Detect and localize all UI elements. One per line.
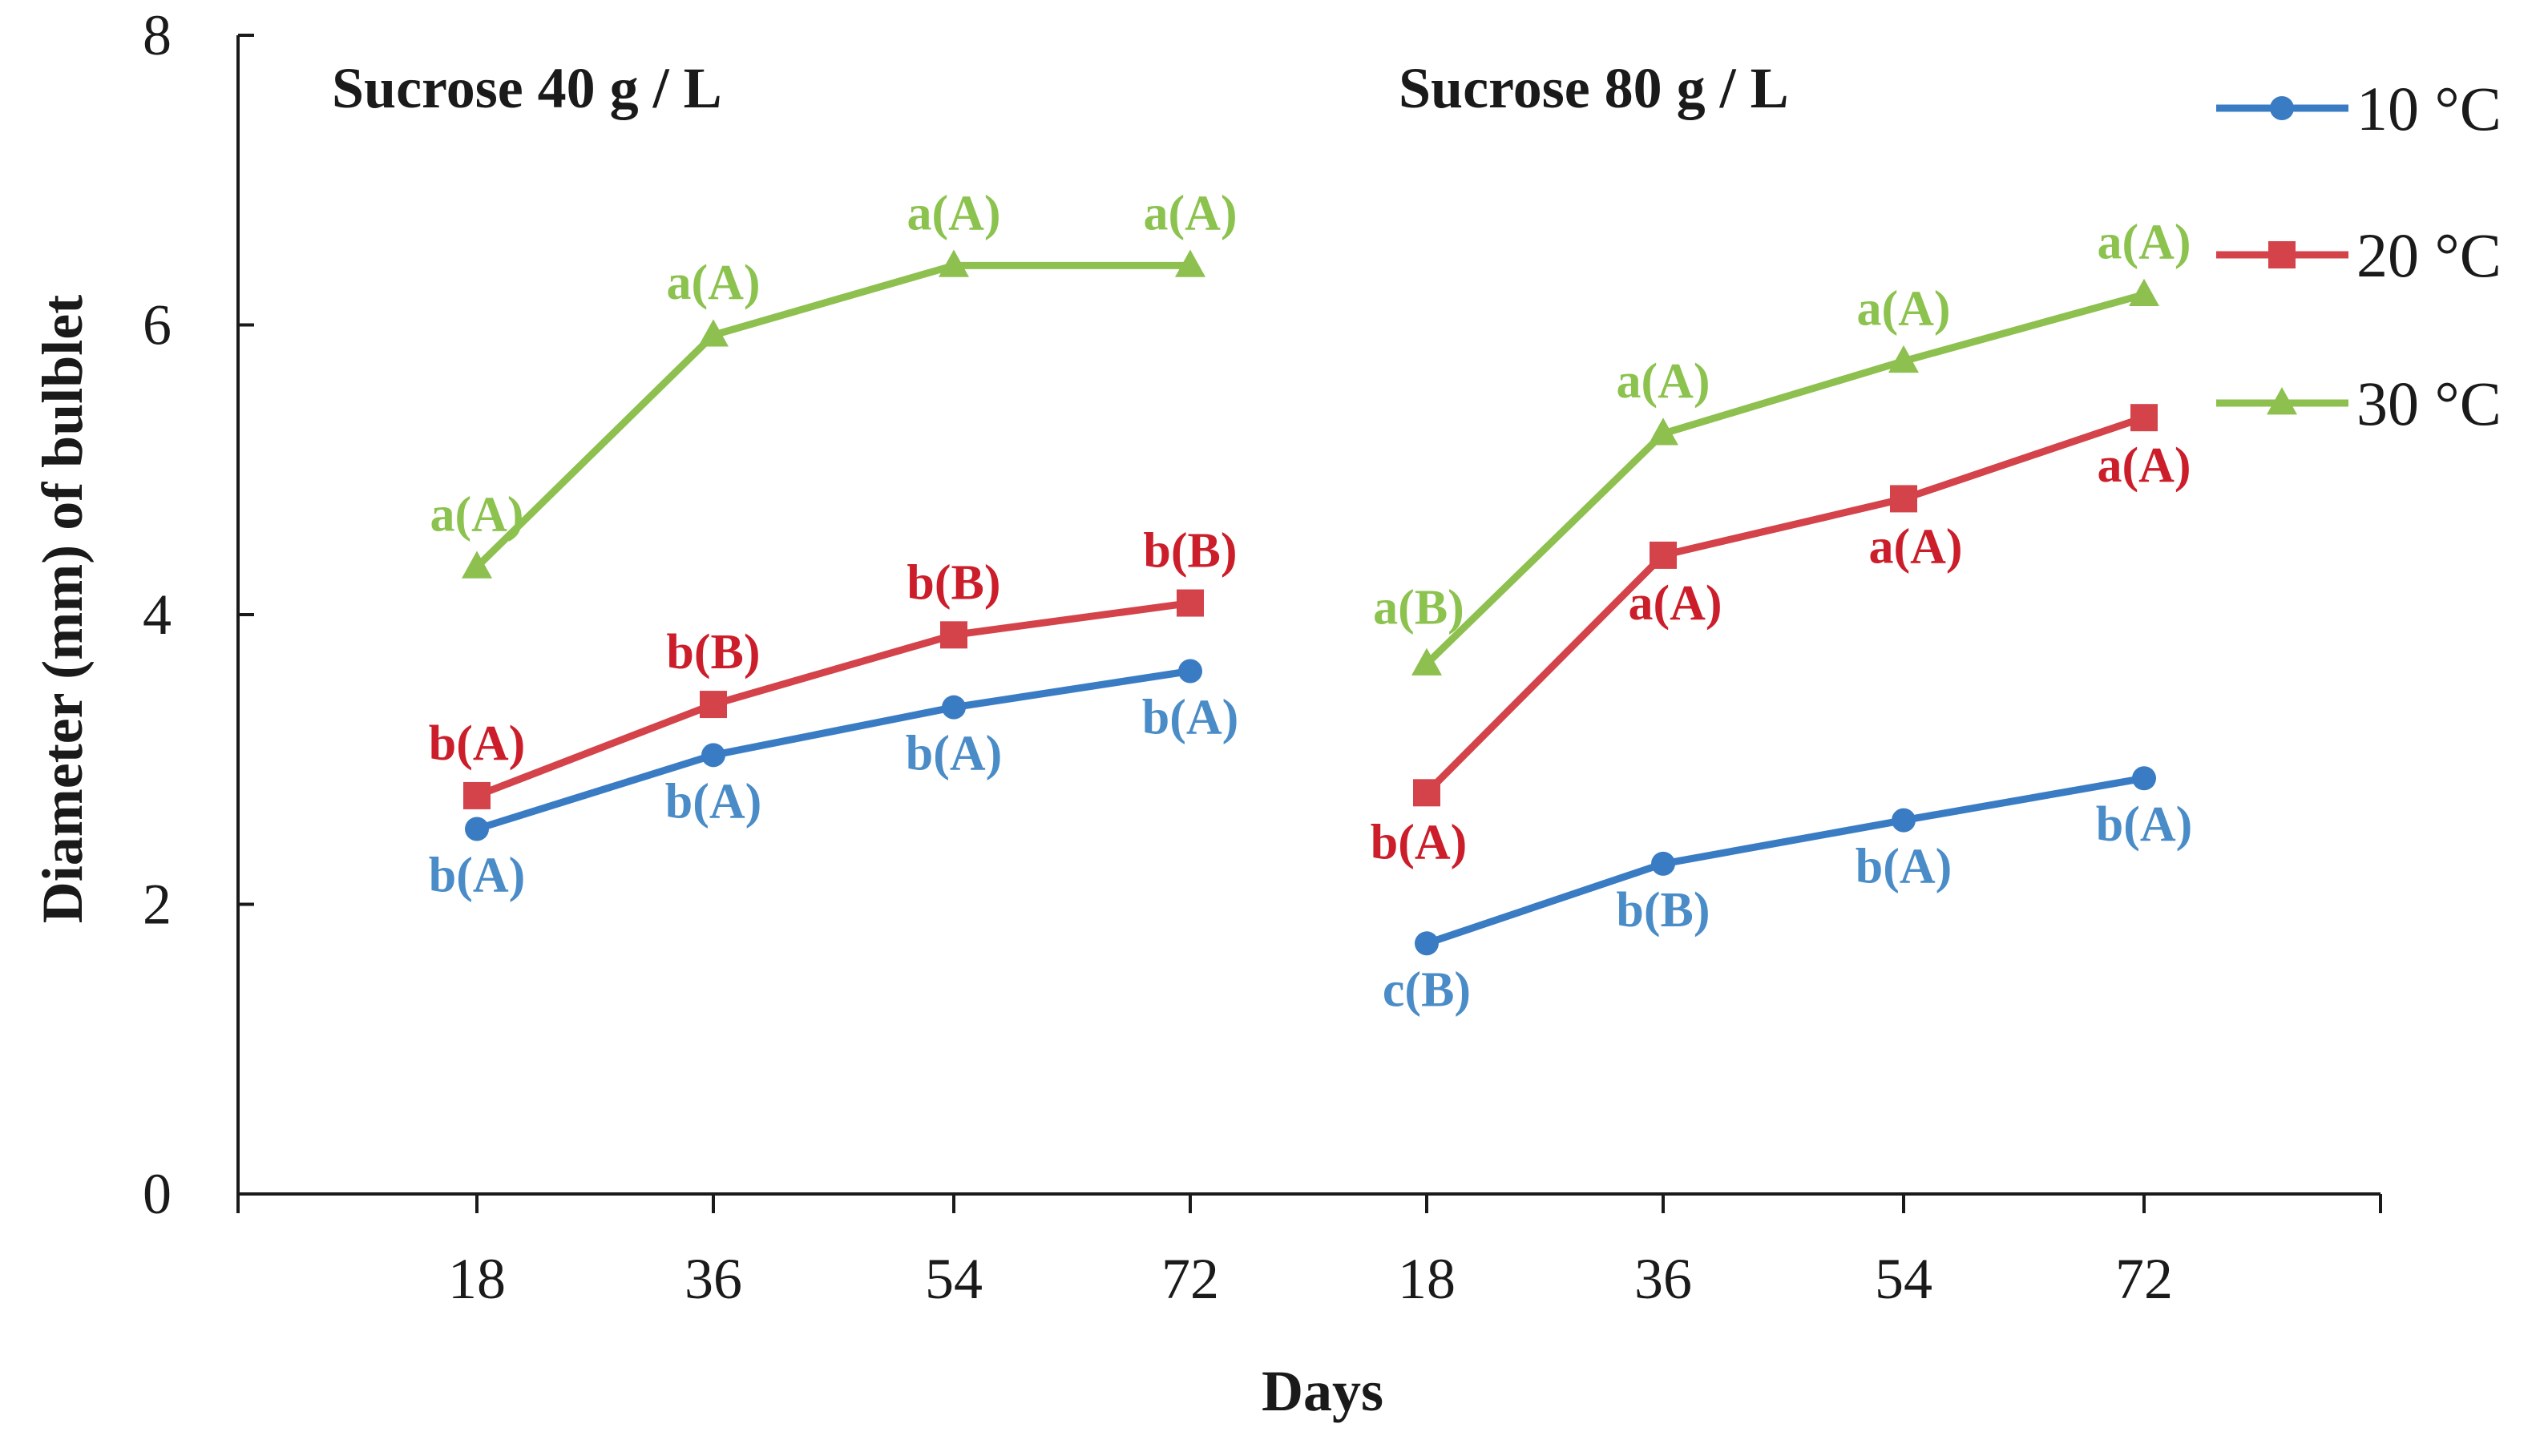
- data-point: [942, 695, 966, 720]
- series-line: [474, 261, 1190, 570]
- y-tick-label: 8: [143, 3, 172, 67]
- data-point: [462, 551, 492, 579]
- data-point: [1648, 417, 1678, 446]
- panel-title-sucrose-40: Sucrose 40 g / L: [332, 56, 722, 120]
- series-10c-panel-2: [1415, 766, 2156, 956]
- series-line: [475, 599, 1191, 800]
- data-label: b(A): [2096, 797, 2193, 852]
- data-label: c(B): [1383, 962, 1471, 1017]
- data-point: [463, 781, 491, 809]
- y-tick-label: 2: [143, 873, 172, 937]
- data-point: [2130, 404, 2158, 432]
- legend-label: 30 °C: [2356, 369, 2502, 438]
- legend-item-10c: 10 °C: [2216, 74, 2502, 143]
- data-label: a(A): [2097, 438, 2191, 493]
- x-tick-label: 18: [1398, 1247, 1456, 1311]
- series-line: [475, 668, 1191, 833]
- data-point: [940, 621, 967, 649]
- data-point: [2129, 278, 2159, 306]
- x-tick-label: 36: [684, 1247, 742, 1311]
- data-point: [700, 691, 727, 719]
- x-axis-title: Days: [1262, 1359, 1383, 1423]
- data-point: [1651, 851, 1675, 876]
- legend-marker: [2268, 241, 2296, 268]
- data-point: [1892, 808, 1916, 833]
- data-point: [1415, 931, 1439, 956]
- data-labels: b(A) b(A) b(A) b(A) b(A) b(B) b(B) b(B) a(A) a(A)…: [429, 186, 2193, 1017]
- data-label: a(A): [907, 186, 1000, 240]
- data-point: [1178, 659, 1202, 684]
- series-layer: [462, 249, 2159, 956]
- legend-item-30c: 30 °C: [2216, 369, 2502, 438]
- legend-label: 10 °C: [2356, 74, 2502, 143]
- x-tick-label: 54: [1875, 1247, 1932, 1311]
- data-point: [1177, 589, 1204, 617]
- x-tick-label: 72: [2115, 1247, 2173, 1311]
- data-point: [465, 817, 489, 841]
- axes: [236, 35, 2381, 1196]
- data-point: [698, 319, 729, 347]
- data-point: [2132, 766, 2156, 791]
- x-tick-label: 72: [1161, 1247, 1219, 1311]
- data-label: b(A): [665, 774, 762, 829]
- series-30c-panel-1: [462, 249, 1205, 579]
- y-tick-label: 6: [143, 293, 172, 357]
- data-label: a(A): [2097, 216, 2191, 270]
- x-tick-label: 18: [448, 1247, 506, 1311]
- series-line: [1423, 291, 2146, 667]
- data-label: a(A): [1628, 576, 1722, 631]
- data-point: [1650, 541, 1677, 569]
- legend-marker: [2267, 387, 2297, 415]
- data-label: b(B): [907, 555, 1000, 610]
- data-label: b(B): [1143, 524, 1237, 579]
- series-line: [1425, 774, 2145, 947]
- data-label: b(A): [906, 727, 1003, 781]
- legend-item-20c: 20 °C: [2216, 220, 2502, 290]
- series-20c-panel-2: [1413, 404, 2158, 807]
- series-10c-panel-1: [465, 659, 1202, 841]
- series-30c-panel-2: [1411, 278, 2159, 676]
- legend-marker: [2270, 96, 2294, 120]
- series-line: [1423, 413, 2146, 796]
- data-label: b(A): [1142, 690, 1239, 744]
- data-point: [1413, 779, 1440, 807]
- data-label: a(A): [1868, 519, 1962, 574]
- data-point: [1411, 647, 1442, 676]
- data-label: a(A): [430, 487, 523, 542]
- data-point: [939, 249, 969, 277]
- data-label: b(A): [429, 716, 526, 771]
- legend: 10 °C 20 °C 30 °C: [2216, 74, 2502, 438]
- data-point: [1888, 345, 1919, 373]
- data-point: [701, 743, 725, 768]
- y-tick-label: 4: [143, 583, 172, 647]
- data-point: [1890, 485, 1917, 513]
- data-point: [1175, 249, 1205, 277]
- data-label: a(A): [666, 256, 760, 310]
- x-tick-label: 54: [925, 1247, 983, 1311]
- data-label: a(B): [1373, 580, 1464, 635]
- y-axis-title: Diameter (mm) of bulblet: [30, 295, 95, 924]
- legend-label: 20 °C: [2356, 220, 2502, 290]
- data-label: a(A): [1616, 354, 1710, 409]
- data-label: a(A): [1143, 186, 1237, 240]
- data-label: b(B): [1616, 883, 1710, 938]
- panel-title-sucrose-80: Sucrose 80 g / L: [1399, 56, 1789, 120]
- data-label: b(A): [1856, 840, 1952, 894]
- y-tick-label: 0: [143, 1162, 172, 1226]
- x-ticks: 18 36 54 72 18 36 54 72: [236, 1194, 2382, 1311]
- data-label: a(A): [1856, 282, 1950, 337]
- data-label: b(A): [1371, 815, 1468, 869]
- y-ticks: 0 2 4 6 8: [143, 3, 254, 1226]
- data-label: b(A): [429, 849, 526, 903]
- series-20c-panel-1: [463, 589, 1204, 809]
- data-label: b(B): [666, 625, 760, 680]
- x-tick-label: 36: [1634, 1247, 1692, 1311]
